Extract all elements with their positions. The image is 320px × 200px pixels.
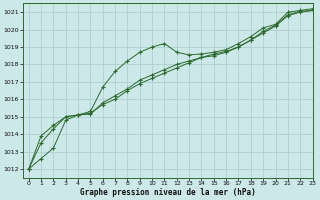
X-axis label: Graphe pression niveau de la mer (hPa): Graphe pression niveau de la mer (hPa) (80, 188, 255, 197)
